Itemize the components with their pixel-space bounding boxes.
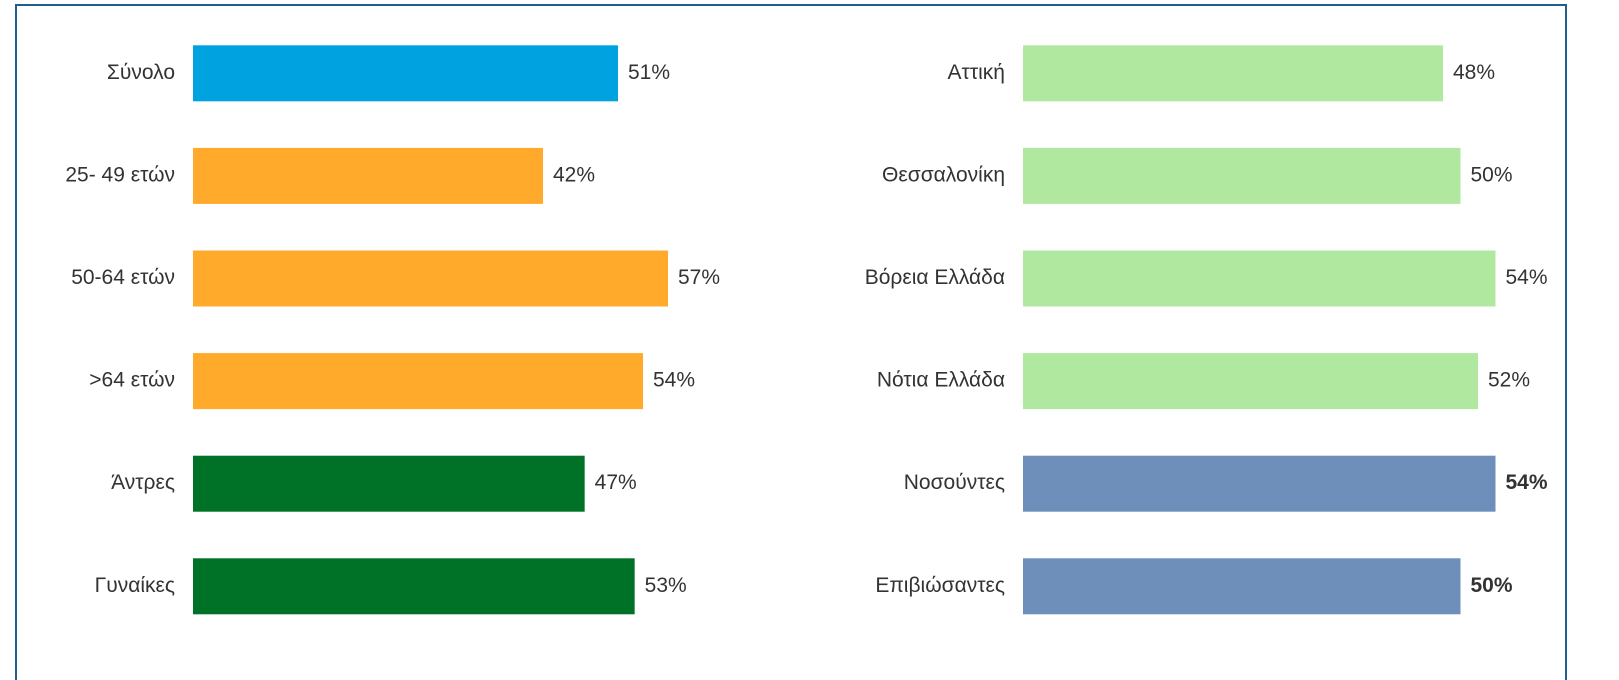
bar [193, 250, 668, 307]
category-label: Επιβιώσαντες [875, 574, 1005, 597]
bar [1023, 353, 1478, 410]
frame [15, 4, 1567, 680]
value-label: 42% [553, 163, 595, 186]
bar [193, 455, 585, 512]
category-label: 50-64 ετών [71, 266, 175, 289]
value-label: 57% [678, 266, 720, 289]
value-label: 48% [1453, 61, 1495, 84]
category-label: Σύνολο [107, 61, 175, 84]
bar [1023, 250, 1496, 307]
bar [1023, 455, 1496, 512]
value-label: 52% [1488, 369, 1530, 392]
category-label: Αττική [948, 61, 1005, 84]
value-label: 50% [1471, 574, 1513, 597]
category-label: Βόρεια Ελλάδα [865, 266, 1005, 289]
category-label: Νότια Ελλάδα [877, 369, 1005, 392]
value-label: 47% [595, 471, 637, 494]
bar [193, 558, 635, 615]
category-label: Νοσούντες [904, 471, 1005, 494]
bar [1023, 147, 1461, 204]
category-label: Γυναίκες [95, 574, 175, 597]
value-label: 54% [1506, 266, 1548, 289]
bar [1023, 558, 1461, 615]
bar [193, 147, 543, 204]
value-label: 54% [653, 369, 695, 392]
value-label: 51% [628, 61, 670, 84]
bar [193, 353, 643, 410]
value-label: 54% [1506, 471, 1548, 494]
value-label: 50% [1471, 163, 1513, 186]
category-label: Άντρες [111, 471, 175, 494]
category-label: >64 ετών [89, 369, 175, 392]
value-label: 53% [645, 574, 687, 597]
bar [1023, 45, 1443, 102]
category-label: 25- 49 ετών [65, 163, 175, 186]
category-label: Θεσσαλονίκη [882, 163, 1005, 186]
bar [193, 45, 618, 102]
